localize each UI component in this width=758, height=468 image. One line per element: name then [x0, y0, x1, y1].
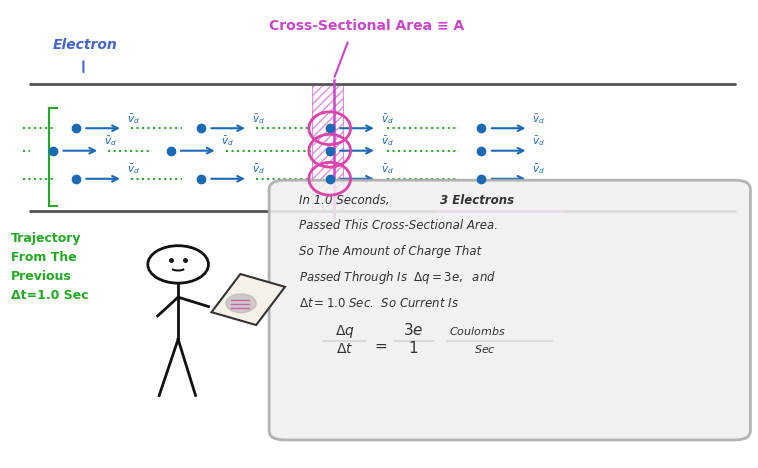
- Text: $=$: $=$: [372, 337, 389, 352]
- FancyBboxPatch shape: [269, 180, 750, 440]
- Text: $\bar{v}_d$: $\bar{v}_d$: [532, 134, 545, 148]
- Text: $\bar{v}_d$: $\bar{v}_d$: [381, 162, 393, 176]
- Text: So The Amount of Charge That: So The Amount of Charge That: [299, 245, 481, 258]
- Text: $3e$: $3e$: [403, 322, 423, 337]
- Circle shape: [226, 294, 256, 313]
- Text: $\bar{v}_d$: $\bar{v}_d$: [252, 162, 265, 176]
- Text: Cross-Sectional Area ≡ A: Cross-Sectional Area ≡ A: [269, 19, 465, 33]
- Text: 3 Electrons: 3 Electrons: [440, 194, 514, 206]
- Text: $\bar{v}_d$: $\bar{v}_d$: [381, 112, 393, 126]
- Text: Passed This Cross-Sectional Area.: Passed This Cross-Sectional Area.: [299, 219, 499, 232]
- Text: $\Delta t$: $\Delta t$: [337, 342, 353, 356]
- Text: $\bar{v}_d$: $\bar{v}_d$: [104, 134, 117, 148]
- Text: $\bar{v}_d$: $\bar{v}_d$: [381, 134, 393, 148]
- Text: $1$: $1$: [408, 340, 418, 356]
- Text: In 1.0 Seconds,: In 1.0 Seconds,: [299, 194, 390, 206]
- Text: $\bar{v}_d$: $\bar{v}_d$: [127, 112, 139, 126]
- Text: $\bar{v}_d$: $\bar{v}_d$: [532, 112, 545, 126]
- Text: $Coulombs$: $Coulombs$: [449, 325, 506, 336]
- Text: $\bar{v}_d$: $\bar{v}_d$: [221, 134, 234, 148]
- Text: $\Delta q$: $\Delta q$: [335, 322, 355, 340]
- Text: Electron: Electron: [53, 38, 117, 52]
- Text: $\bar{v}_d$: $\bar{v}_d$: [127, 162, 139, 176]
- Text: $\bar{v}_d$: $\bar{v}_d$: [532, 162, 545, 176]
- Text: Trajectory
From The
Previous
Δt=1.0 Sec: Trajectory From The Previous Δt=1.0 Sec: [11, 232, 89, 302]
- Text: $\Delta t = 1.0$ Sec.  So Current Is: $\Delta t = 1.0$ Sec. So Current Is: [299, 297, 459, 309]
- Text: $\bar{v}_d$: $\bar{v}_d$: [252, 112, 265, 126]
- Polygon shape: [211, 274, 285, 325]
- Text: Passed Through Is  $\Delta q=3e,$  and: Passed Through Is $\Delta q=3e,$ and: [299, 269, 496, 286]
- Text: $Sec$: $Sec$: [474, 344, 496, 355]
